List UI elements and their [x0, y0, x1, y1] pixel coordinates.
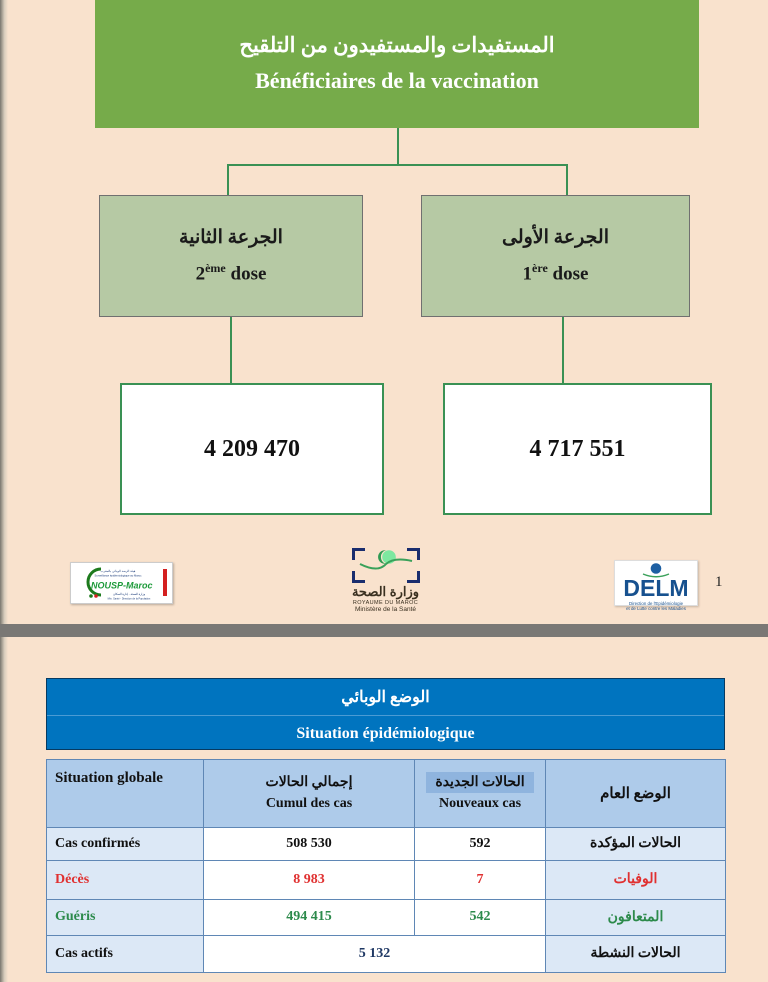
svg-text:Min. Santé - Direction de la P: Min. Santé - Direction de la Population [108, 598, 151, 601]
svg-text:NOUSP-Maroc: NOUSP-Maroc [91, 581, 153, 591]
svg-text:وزارة الصحة - إدارة السكان: وزارة الصحة - إدارة السكان [113, 592, 146, 597]
svg-text:هيئة الرصد الوبائي بالمغرب: هيئة الرصد الوبائي بالمغرب [101, 569, 136, 573]
svg-text:Surveillance épidémiologique a: Surveillance épidémiologique au Maroc [95, 574, 143, 578]
